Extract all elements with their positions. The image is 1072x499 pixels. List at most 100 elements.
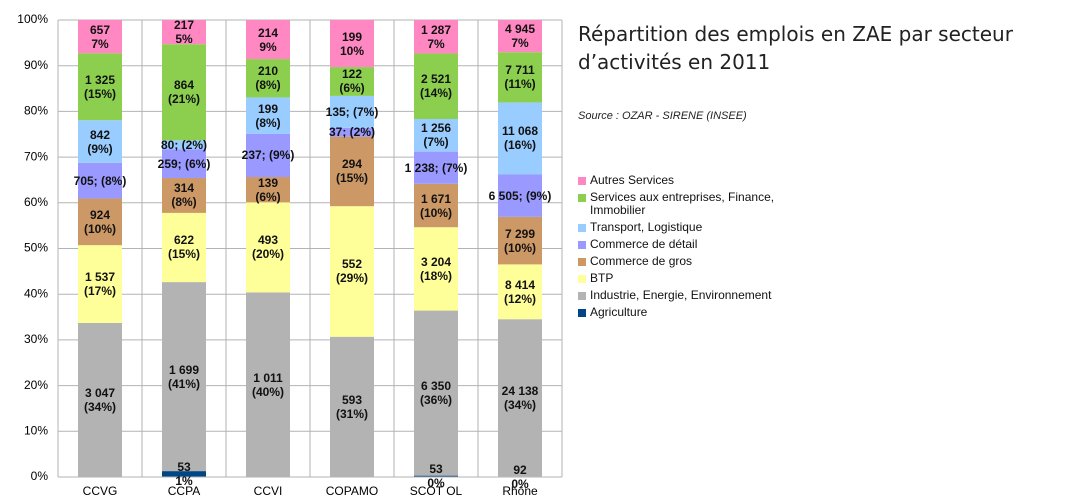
bar-segment xyxy=(246,97,290,134)
y-tick-label: 30% xyxy=(24,332,48,346)
bar-segment xyxy=(498,319,542,477)
bar-segment xyxy=(330,336,374,477)
y-tick-label: 70% xyxy=(24,149,48,163)
bar-segment xyxy=(498,216,542,265)
bar-segment xyxy=(246,133,290,178)
y-tick-label: 0% xyxy=(31,469,49,483)
chart: 0% 10% 20% 30% 40% 50% 60% 70% 80% 90% 100% CCVG CCP… xyxy=(17,12,563,498)
bar-segment xyxy=(162,140,206,150)
legend-label: Commerce de gros xyxy=(590,254,693,268)
data-label: 1 011 (40%) xyxy=(251,370,285,399)
data-label: 214 9% xyxy=(257,25,279,54)
data-label: 210 (8%) xyxy=(255,64,281,93)
data-label: 924 (10%) xyxy=(83,207,117,236)
bar-segment xyxy=(246,59,290,98)
y-tick-label: 50% xyxy=(24,241,48,255)
bar-segment xyxy=(162,20,206,45)
legend-label: Autres Services xyxy=(590,173,675,187)
bar-segment xyxy=(246,202,290,293)
x-tick-label: CCPA xyxy=(168,484,200,498)
bar-segment xyxy=(162,212,206,283)
data-label: 294 (15%) xyxy=(335,157,369,186)
y-tick-label: 60% xyxy=(24,195,48,209)
bar-segment xyxy=(414,227,458,311)
data-label: 1 325 (15%) xyxy=(83,72,117,101)
legend-item: Services aux entreprises, Finance, Immob… xyxy=(578,191,828,217)
bar-segment xyxy=(414,118,458,152)
bar-segment xyxy=(498,102,542,175)
data-label: 53 0% xyxy=(427,462,445,491)
x-tick-label: SCOT OL xyxy=(410,484,463,498)
x-tick-label: Rhône xyxy=(502,484,538,498)
bar-segment xyxy=(78,245,122,323)
bar-segment xyxy=(498,174,542,217)
bar-segment xyxy=(414,183,458,228)
y-tick-label: 10% xyxy=(24,423,48,437)
data-label: 705; (8%) xyxy=(73,173,127,188)
data-label: 53 1% xyxy=(175,460,193,489)
data-label: 593 (31%) xyxy=(335,392,369,421)
legend: Autres Services Services aux entreprises,… xyxy=(578,174,828,323)
y-tick-label: 90% xyxy=(24,58,48,72)
bar-segment xyxy=(330,67,374,96)
data-label: 8 414 (12%) xyxy=(503,277,537,306)
bar-segment xyxy=(78,162,122,199)
data-label: 493 (20%) xyxy=(251,233,285,262)
bar-segment xyxy=(78,53,122,121)
bar-segment xyxy=(78,198,122,246)
bar-segment xyxy=(330,20,374,68)
legend-swatch xyxy=(578,258,586,266)
bar-segment xyxy=(78,322,122,477)
bar-segment xyxy=(498,264,542,320)
data-label: 1 671 (10%) xyxy=(419,191,453,220)
bar-segment xyxy=(78,120,122,163)
bar-segment xyxy=(414,20,458,54)
y-tick-label: 100% xyxy=(17,12,48,26)
data-label: 11 068 (16%) xyxy=(501,124,539,153)
bar-segment xyxy=(162,282,206,472)
data-label: 6 350 (36%) xyxy=(419,379,453,408)
bar-segment xyxy=(330,136,374,207)
data-label: 199 10% xyxy=(339,29,365,58)
legend-label: Services aux entreprises, Finance, Immob… xyxy=(590,190,775,217)
legend-item: Commerce de détail xyxy=(578,238,828,251)
data-label: 622 (15%) xyxy=(167,233,201,262)
data-label: 92 0% xyxy=(511,462,529,491)
bar-segment xyxy=(246,292,290,477)
data-label: 4 945 7% xyxy=(504,22,536,51)
bar-segment xyxy=(498,20,542,53)
legend-label: Industrie, Energie, Environnement xyxy=(590,288,772,302)
data-label: 657 7% xyxy=(89,22,111,51)
x-tick-label: COPAMO xyxy=(326,484,378,498)
chart-title: Répartition des emplois en ZAE par secte… xyxy=(578,22,1013,74)
data-label: 135; (7%) xyxy=(325,104,379,119)
bar-segment xyxy=(330,127,374,137)
legend-swatch xyxy=(578,292,586,300)
y-tick-label: 80% xyxy=(24,104,48,118)
bar-segment xyxy=(246,20,290,60)
legend-label: Commerce de détail xyxy=(590,237,698,251)
legend-item: Industrie, Energie, Environnement xyxy=(578,289,828,302)
data-label: 7 711 (11%) xyxy=(504,63,536,92)
data-label: 24 138 (34%) xyxy=(501,383,539,412)
bar-segment xyxy=(162,149,206,178)
data-label: 122 (6%) xyxy=(339,67,365,96)
legend-item: Autres Services xyxy=(578,174,828,187)
data-label: 1 238; (7%) xyxy=(404,160,468,175)
legend-label: BTP xyxy=(590,271,614,285)
data-label: 864 (21%) xyxy=(167,78,201,107)
data-label: 237; (9%) xyxy=(241,148,295,163)
legend-swatch xyxy=(578,177,586,185)
data-label: 259; (6%) xyxy=(157,156,211,171)
bar-segment xyxy=(330,95,374,128)
y-tick-label: 40% xyxy=(24,286,48,300)
legend-swatch xyxy=(578,275,586,283)
data-label: 1 256 (7%) xyxy=(420,121,452,150)
data-label: 6 505; (9%) xyxy=(488,188,552,203)
y-tick-label: 20% xyxy=(24,378,48,392)
data-label: 3 204 (18%) xyxy=(419,254,453,283)
x-tick-label: CCVI xyxy=(254,484,283,498)
bar-segment xyxy=(246,177,290,203)
legend-swatch xyxy=(578,241,586,249)
